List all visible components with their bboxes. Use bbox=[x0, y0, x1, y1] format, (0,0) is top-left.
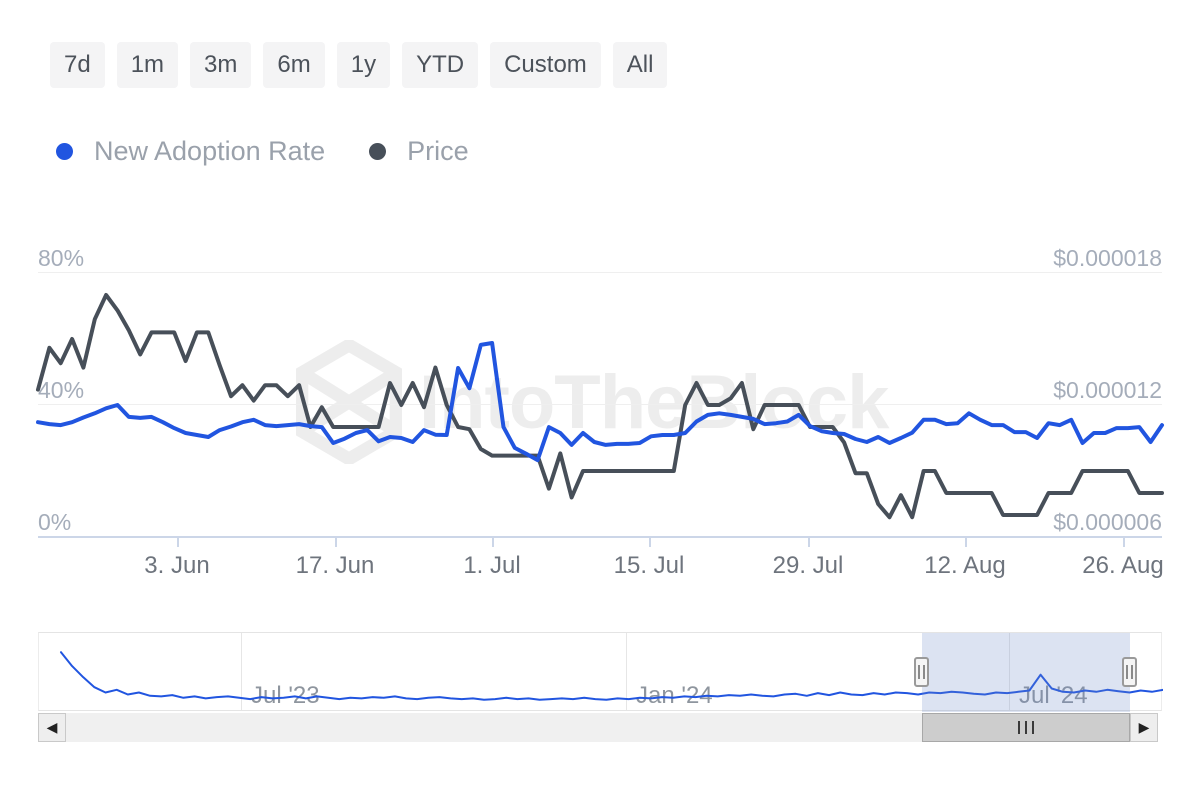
navigator-date-label: Jan '24 bbox=[636, 682, 713, 709]
x-axis-tick bbox=[965, 538, 967, 547]
main-chart-plot-area[interactable] bbox=[36, 273, 1164, 537]
x-axis-label: 26. Aug bbox=[1082, 552, 1164, 579]
scrollbar-right-arrow-icon[interactable]: ▶ bbox=[1130, 713, 1158, 742]
x-axis-label: 15. Jul bbox=[613, 552, 685, 579]
range-button-1y[interactable]: 1y bbox=[336, 42, 391, 88]
navigator-gridline bbox=[1009, 633, 1010, 710]
scrollbar-left-arrow-icon[interactable]: ◀ bbox=[38, 713, 66, 742]
navigator-date-label: Jul '24 bbox=[1019, 682, 1088, 709]
range-button-ytd[interactable]: YTD bbox=[402, 42, 479, 88]
x-axis-tick bbox=[808, 538, 810, 547]
range-button-6m[interactable]: 6m bbox=[263, 42, 325, 88]
range-button-1m[interactable]: 1m bbox=[116, 42, 179, 88]
y-left-label-80: 80% bbox=[38, 245, 85, 271]
range-selector: 7d 1m 3m 6m 1y YTD Custom All bbox=[50, 42, 668, 88]
navigator[interactable]: Jul '23 Jan '24 Jul '24 bbox=[38, 632, 1163, 712]
x-axis-tick bbox=[177, 538, 179, 547]
navigator-gridline bbox=[241, 633, 242, 710]
legend-dot-icon bbox=[369, 143, 387, 160]
y-right-label-12: $0.000012 bbox=[1053, 377, 1162, 403]
legend-dot-icon bbox=[56, 143, 73, 160]
navigator-right-handle-icon[interactable] bbox=[1122, 657, 1137, 687]
y-left-label-40: 40% bbox=[38, 377, 85, 403]
x-axis-tick bbox=[335, 538, 337, 547]
range-button-7d[interactable]: 7d bbox=[50, 42, 105, 88]
x-axis-label: 29. Jul bbox=[772, 552, 844, 579]
x-axis-tick bbox=[1123, 538, 1125, 547]
legend-item-1[interactable]: Price bbox=[369, 136, 469, 167]
chart-legend: New Adoption Rate Price bbox=[56, 136, 469, 167]
x-axis-label: 3. Jun bbox=[144, 552, 210, 579]
navigator-line bbox=[60, 651, 1163, 701]
y-right-label-6: $0.000006 bbox=[1053, 509, 1162, 535]
range-button-3m[interactable]: 3m bbox=[190, 42, 252, 88]
legend-item-0[interactable]: New Adoption Rate bbox=[56, 136, 325, 167]
x-axis-label: 17. Jun bbox=[295, 552, 375, 579]
navigator-date-label: Jul '23 bbox=[251, 682, 320, 709]
navigator-selected-range[interactable] bbox=[922, 633, 1130, 712]
navigator-left-handle-icon[interactable] bbox=[914, 657, 929, 687]
gridline-40pct bbox=[38, 404, 1162, 405]
navigator-mini-chart bbox=[60, 651, 1163, 701]
range-button-custom[interactable]: Custom bbox=[490, 42, 601, 88]
x-axis-label: 12. Aug bbox=[924, 552, 1006, 579]
x-axis-tick bbox=[492, 538, 494, 547]
adoption-rate-line bbox=[36, 341, 1164, 463]
gridline-80pct bbox=[38, 272, 1162, 273]
legend-label: Price bbox=[407, 136, 469, 166]
navigator-gridline bbox=[626, 633, 627, 710]
x-axis-tick bbox=[649, 538, 651, 547]
y-right-label-18: $0.000018 bbox=[1053, 245, 1162, 271]
legend-label: New Adoption Rate bbox=[94, 136, 326, 166]
horizontal-scrollbar: ◀ ▶ bbox=[38, 713, 1158, 742]
scrollbar-thumb[interactable] bbox=[922, 713, 1130, 742]
x-axis-line bbox=[38, 536, 1162, 538]
x-axis-label: 1. Jul bbox=[463, 552, 521, 579]
range-button-all[interactable]: All bbox=[612, 42, 668, 88]
price-line bbox=[36, 293, 1164, 520]
y-left-label-0: 0% bbox=[38, 509, 72, 535]
x-axis: 3. Jun 17. Jun 1. Jul 15. Jul 29. Jul 12. Aug… bbox=[38, 536, 1164, 586]
scrollbar-grip-icon bbox=[1018, 721, 1020, 734]
